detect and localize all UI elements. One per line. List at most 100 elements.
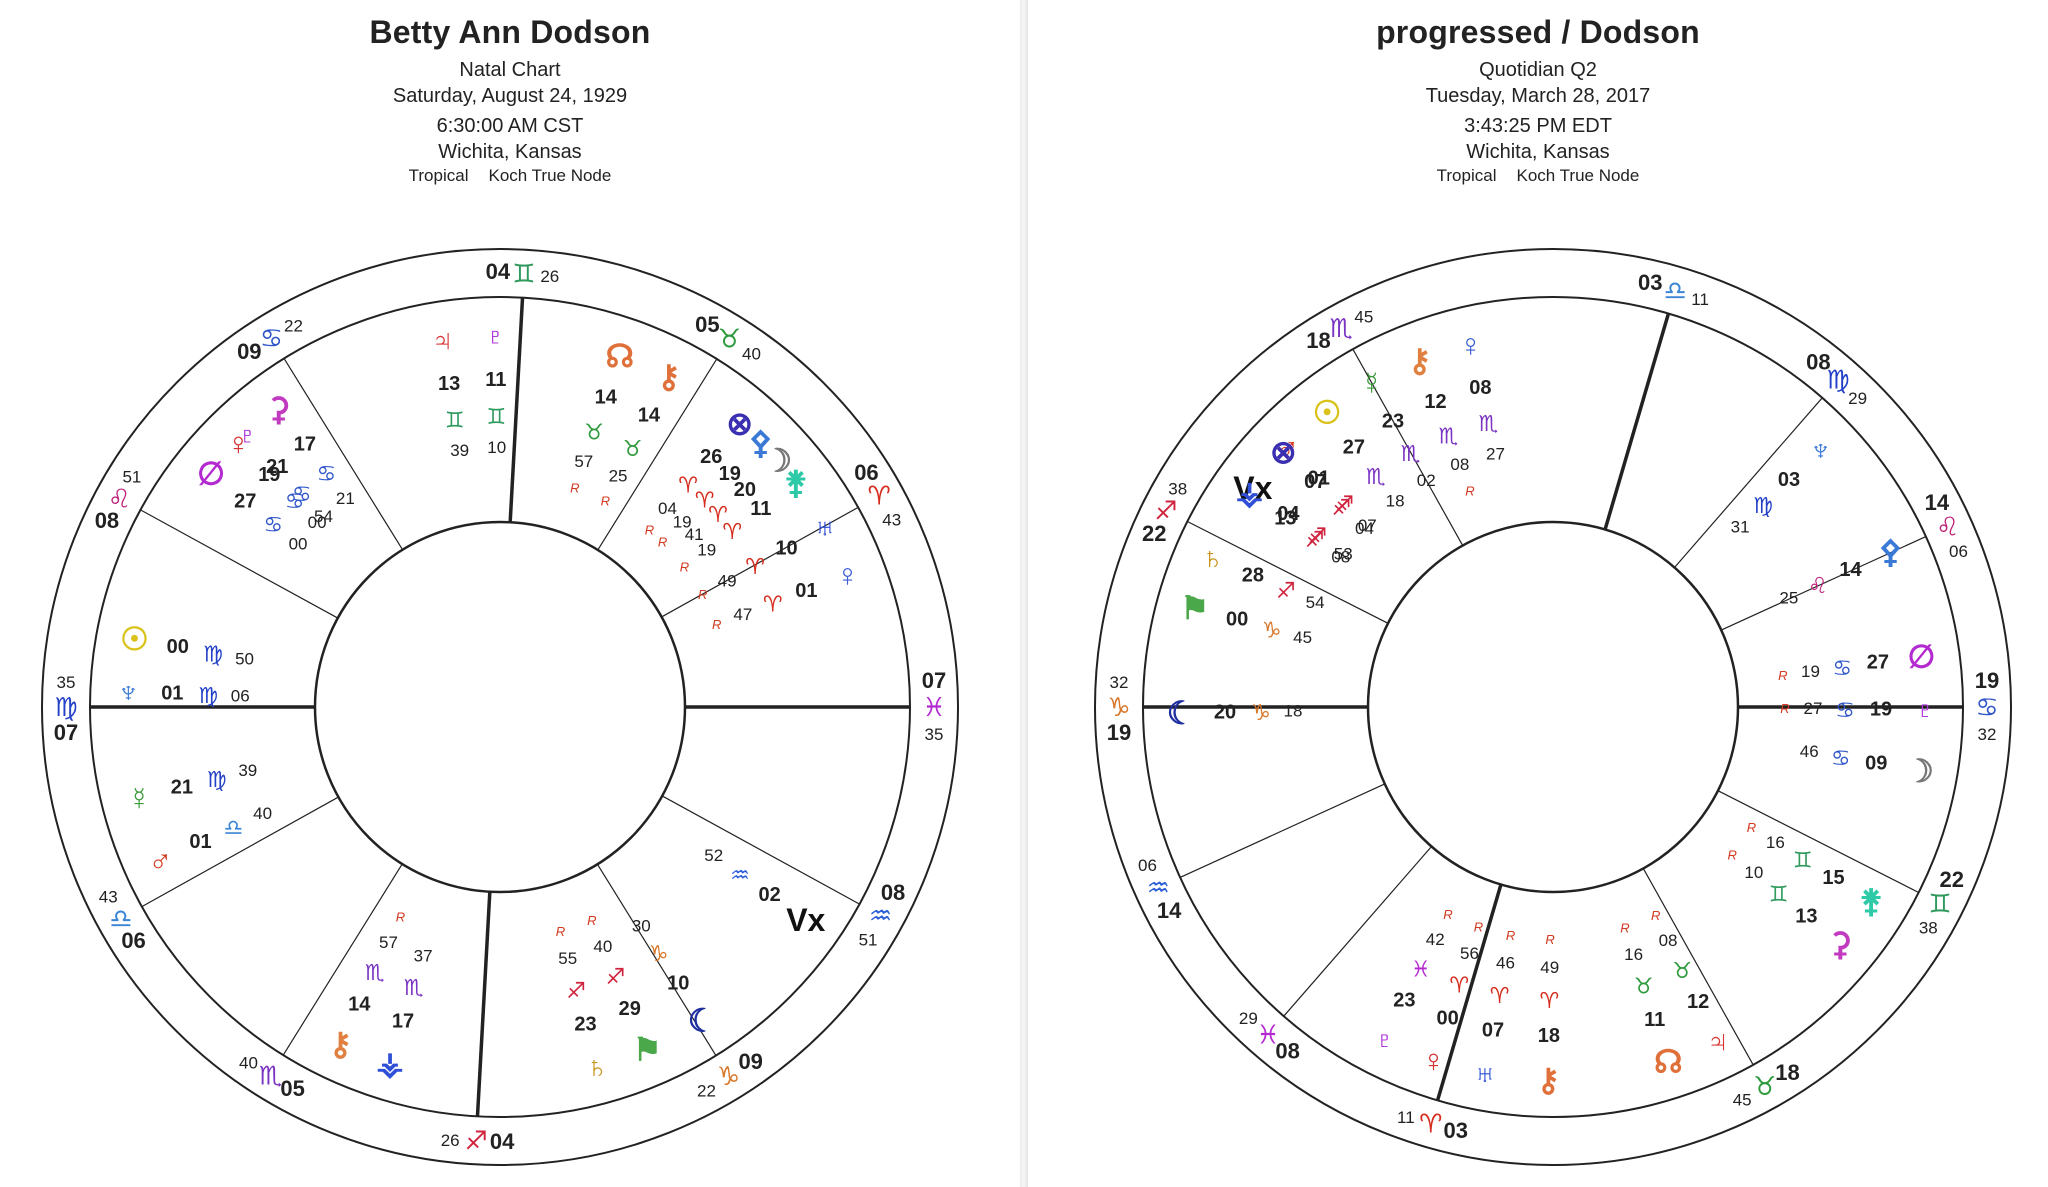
- cusp-minutes: 06: [1138, 856, 1157, 875]
- cusp-sign-glyph: ♉︎: [1753, 1071, 1776, 1101]
- chart-title: progressed / Dodson: [1376, 14, 1700, 50]
- planet-degree: 19: [258, 464, 280, 486]
- planet-position: ♅ 07 ♈︎ 46 R: [1473, 928, 1515, 1092]
- planet-minutes: 25: [609, 466, 628, 485]
- planet-minutes: 47: [733, 605, 752, 624]
- planet-position: ∅ 27 ♋︎ 19 R: [1778, 639, 1935, 683]
- planet-minutes: 49: [718, 571, 737, 590]
- planet-minutes: 08: [1659, 931, 1678, 950]
- cusp-degree: 08: [1275, 1038, 1299, 1063]
- moon-icon: ☽: [763, 443, 792, 479]
- natal-chart-header: Betty Ann Dodson Natal Chart Saturday, A…: [0, 14, 1020, 187]
- cusp-label: 03 ♎︎ 11: [1638, 270, 1709, 309]
- cusp-sign-glyph: ♊︎: [1928, 888, 1951, 918]
- cusp-degree: 09: [237, 339, 261, 364]
- cusp-degree: 08: [95, 508, 119, 533]
- vesta-icon: ⚶: [376, 1045, 403, 1081]
- planet-minutes: 02: [1417, 471, 1436, 490]
- planet-minutes: 54: [1306, 593, 1325, 612]
- planet-sign-glyph: ♉︎: [1672, 958, 1692, 983]
- lot-icon: ⊗: [1270, 434, 1297, 470]
- pluto2-icon: ♇: [235, 417, 259, 453]
- planet-position: ⚷ 14 ♏︎ 57 R: [329, 910, 405, 1062]
- planet-position: ⚶13♐︎08: [1236, 475, 1350, 567]
- planet-degree: 19: [719, 463, 741, 485]
- planet-degree: 09: [1865, 753, 1887, 775]
- house-system: Koch True Node: [488, 166, 612, 185]
- saturn-icon: ♄: [1201, 540, 1225, 576]
- planet-degree: 27: [234, 490, 256, 512]
- planet-degree: 01: [161, 683, 183, 705]
- planet-degree: 14: [595, 386, 618, 408]
- planet-position: ♀ 00 ♈︎ 56 R: [1422, 920, 1484, 1079]
- cusp-label: 09♋︎ 22: [237, 316, 303, 363]
- planet-minutes: 39: [450, 441, 469, 460]
- planet-minutes: 19: [697, 540, 716, 559]
- retrograde-mark: R: [1780, 701, 1789, 716]
- cusp-degree: 06: [121, 928, 145, 953]
- cusp-degree: 18: [1775, 1060, 1799, 1085]
- planet-minutes: 45: [1293, 628, 1312, 647]
- chart-type: Quotidian Q2: [1479, 59, 1597, 81]
- cusp-label: 09♑︎22: [697, 1049, 763, 1100]
- planet-degree: 07: [1482, 1019, 1504, 1041]
- planet-position: ♃ 12 ♉︎ 08 R: [1651, 908, 1730, 1060]
- house-cusp-line: [1603, 313, 1671, 530]
- planet-sign-glyph: ♈︎: [722, 519, 742, 544]
- planet-degree: 11: [485, 369, 506, 391]
- cusp-minutes: 26: [441, 1131, 460, 1150]
- sun-icon: ☉: [1313, 394, 1342, 430]
- progressed-chart-wheel: 19♑︎3214♒︎0608♓︎2903♈︎1118♉︎4522♊︎3819♋︎…: [1094, 248, 2012, 1166]
- planet-minutes: 07: [1358, 516, 1377, 535]
- planet-position: ☉27♏︎18: [1313, 394, 1405, 510]
- planet-minutes: 27: [1486, 444, 1505, 463]
- planet-degree: 14: [348, 993, 371, 1015]
- retrograde-mark: R: [1465, 483, 1474, 498]
- cusp-label: 03♈︎11: [1397, 1108, 1468, 1143]
- lilith2-icon: ⚷: [657, 359, 680, 395]
- planet-degree: 01: [795, 580, 817, 602]
- progressed-chart-header: progressed / Dodson Quotidian Q2 Tuesday…: [1028, 14, 2048, 187]
- planet-minutes: 04: [1355, 519, 1374, 538]
- planet-degree: 01: [1308, 467, 1330, 489]
- planet-position: ⊗07♐︎04: [1270, 434, 1374, 538]
- planet-minutes: 40: [253, 804, 272, 823]
- planet-degree: 10: [667, 972, 689, 994]
- chart-location: Wichita, Kansas: [438, 141, 582, 163]
- planet-minutes: 18: [1386, 491, 1405, 510]
- outer-ring: [1094, 248, 2012, 1166]
- planet-minutes: 16: [1766, 833, 1785, 852]
- cusp-sign-glyph: ♋︎: [260, 323, 283, 353]
- cusp-sign-glyph: ♊︎: [512, 259, 535, 289]
- planet-position: ⚳17♋︎21: [267, 391, 355, 508]
- planet-minutes: 00: [289, 534, 308, 553]
- planet-degree: 20: [1214, 701, 1236, 723]
- planet-sign-glyph: ♌︎: [1808, 573, 1828, 598]
- house-cusp-line: [475, 891, 492, 1117]
- planet-minutes: 40: [593, 937, 612, 956]
- planet-sign-glyph: ♋︎: [316, 461, 336, 486]
- planet-minutes: 19: [673, 512, 692, 531]
- house-cusp-line: [661, 795, 860, 905]
- cusp-degree: 22: [1940, 867, 1964, 892]
- planet-minutes: 30: [632, 916, 651, 935]
- house-cusp-line: [1179, 783, 1385, 879]
- planet-degree: 12: [1687, 991, 1709, 1013]
- house-cusp-line: [1283, 846, 1432, 1017]
- planet-sign-glyph: ♋︎: [285, 488, 305, 513]
- cusp-minutes: 35: [925, 725, 944, 744]
- retrograde-mark: R: [601, 493, 610, 508]
- retrograde-mark: R: [1747, 820, 1756, 835]
- planet-degree: 21: [171, 777, 193, 799]
- mars-icon: ♂: [148, 842, 172, 878]
- planet-degree: 19: [1870, 698, 1892, 720]
- planet-degree: 14: [638, 405, 661, 427]
- planet-degree: 04: [1277, 503, 1300, 525]
- planet-position: ⚳ 13 ♊︎ 10 R: [1728, 847, 1853, 962]
- planet-sign-glyph: ♋︎: [1831, 746, 1851, 771]
- lilith-icon: ☾: [688, 1002, 717, 1038]
- cusp-minutes: 26: [540, 267, 559, 286]
- planet-sign-glyph: ♈︎: [763, 592, 783, 617]
- retrograde-mark: R: [1778, 668, 1787, 683]
- planet-minutes: 57: [379, 933, 398, 952]
